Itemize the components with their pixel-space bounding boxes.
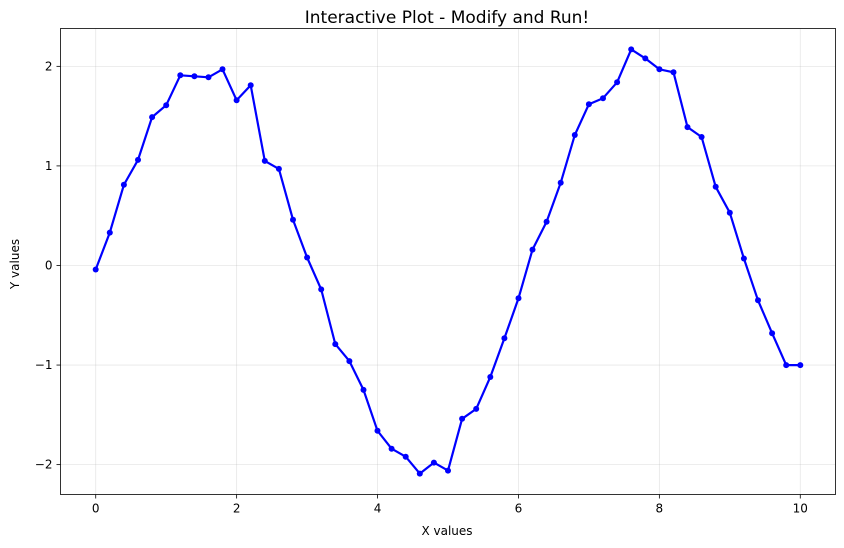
x-axis-label: X values <box>421 524 472 538</box>
data-point <box>290 216 296 223</box>
data-point <box>797 362 804 369</box>
data-point <box>430 459 437 466</box>
x-tick-label: 8 <box>656 502 664 516</box>
x-tick-label: 10 <box>793 502 808 516</box>
data-point <box>740 255 747 262</box>
data-point <box>642 55 649 62</box>
data-point <box>543 218 550 225</box>
data-point <box>233 97 240 104</box>
data-point <box>346 358 353 365</box>
x-tick-label: 4 <box>374 502 382 516</box>
y-tick-label: 0 <box>45 258 53 272</box>
y-axis-label: Y values <box>8 239 22 290</box>
data-point <box>487 374 494 380</box>
x-tick-label: 2 <box>233 502 241 516</box>
chart-title: Interactive Plot - Modify and Run! <box>305 8 590 28</box>
data-point <box>402 453 409 460</box>
data-point <box>374 427 381 434</box>
y-tick-label: −1 <box>35 358 53 372</box>
data-point <box>304 254 311 261</box>
data-point <box>191 73 198 80</box>
series-line <box>94 48 801 475</box>
data-point <box>459 415 466 422</box>
data-point <box>670 69 677 76</box>
data-point <box>445 467 451 474</box>
data-point <box>205 74 212 81</box>
plot-frame <box>60 28 836 495</box>
data-point <box>92 266 99 273</box>
data-point <box>656 66 663 73</box>
x-tick-label: 6 <box>515 502 523 516</box>
data-point <box>515 295 522 302</box>
data-point <box>149 114 156 121</box>
data-point <box>473 405 480 412</box>
data-point <box>769 330 776 337</box>
data-point <box>529 246 536 253</box>
data-point <box>120 181 127 188</box>
x-tick-label: 0 <box>92 502 100 516</box>
data-point <box>177 72 184 79</box>
data-point <box>416 470 423 477</box>
data-point <box>628 46 635 53</box>
data-point <box>261 157 268 164</box>
data-point <box>106 229 113 236</box>
data-point <box>163 102 170 109</box>
data-point <box>684 124 691 131</box>
data-series <box>92 46 804 477</box>
data-point <box>247 82 254 89</box>
data-point <box>557 179 564 186</box>
data-point <box>388 445 395 452</box>
data-point <box>712 183 719 190</box>
data-point <box>600 95 606 102</box>
data-point <box>275 165 282 172</box>
data-point <box>571 132 578 138</box>
data-point <box>219 66 226 73</box>
data-point <box>318 286 325 293</box>
data-point <box>135 156 141 163</box>
axis-ticks: 0 2 4 6 8 10 −2 −1 0 1 2 <box>35 59 808 515</box>
data-point <box>698 134 705 140</box>
data-point <box>755 297 761 304</box>
data-point <box>501 335 508 342</box>
grid <box>60 28 836 495</box>
data-point <box>726 209 733 216</box>
data-point <box>585 101 592 108</box>
data-point <box>614 79 621 86</box>
y-tick-label: 2 <box>45 59 53 73</box>
y-tick-label: 1 <box>45 159 53 173</box>
data-point <box>783 362 790 369</box>
data-point <box>360 386 367 393</box>
y-tick-label: −2 <box>35 458 53 472</box>
data-point <box>332 341 339 348</box>
